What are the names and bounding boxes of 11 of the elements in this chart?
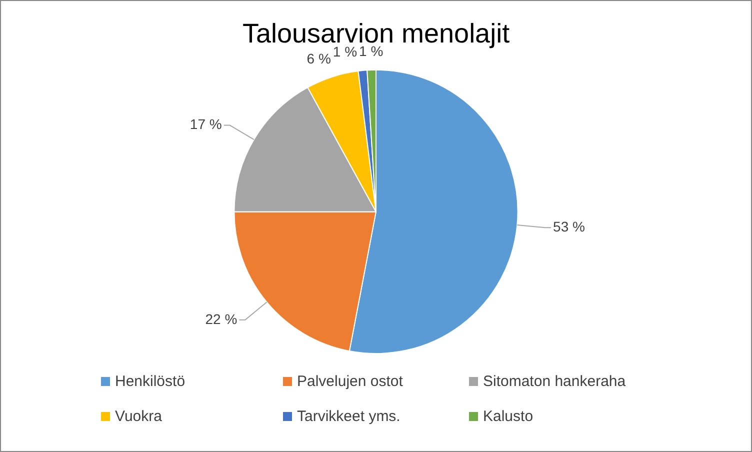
legend-label: Tarvikkeet yms.: [297, 408, 400, 425]
data-label: 17 %: [190, 116, 222, 132]
legend-label: Palvelujen ostot: [297, 373, 403, 390]
data-label: 22 %: [205, 310, 238, 327]
legend-label: Vuokra: [115, 408, 162, 425]
legend-label: Kalusto: [483, 408, 534, 425]
data-label: 53 %: [553, 218, 585, 235]
data-label: 6 %: [306, 50, 331, 66]
legend-label: Sitomaton hankeraha: [483, 373, 626, 390]
legend-label: Henkilöstö: [115, 373, 186, 390]
data-label: 1 %: [332, 43, 358, 60]
